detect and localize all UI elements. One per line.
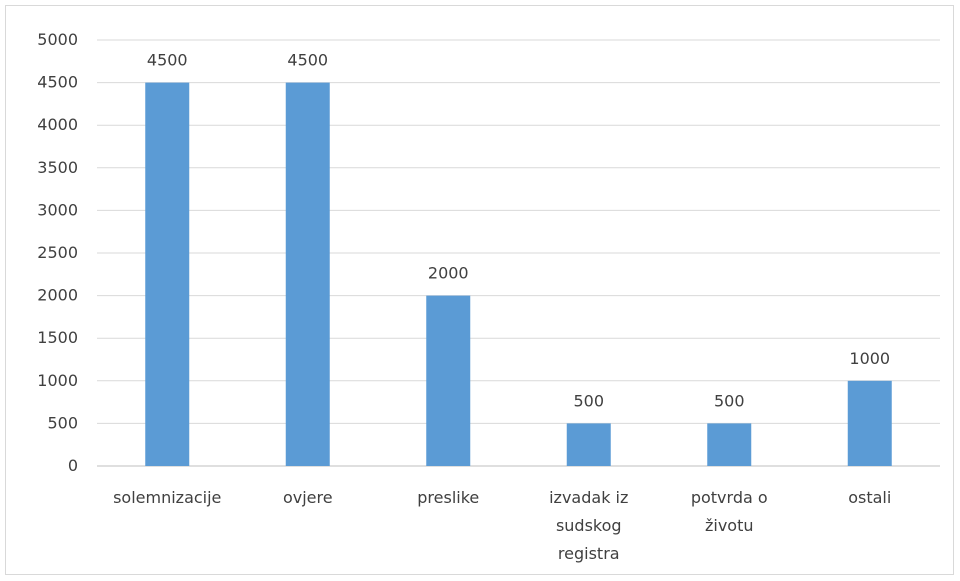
bar [285,82,330,466]
y-tick-label: 4500 [37,73,78,92]
y-tick-label: 1000 [37,371,78,390]
data-label: 500 [714,391,745,410]
y-tick-label: 2500 [37,243,78,262]
y-tick-label: 1500 [37,328,78,347]
data-label: 4500 [287,51,328,70]
bar [145,82,190,466]
y-tick-label: 4000 [37,115,78,134]
data-labels: 4500 4500 2000 500 500 1000 [147,51,890,411]
y-tick-label: 3500 [37,158,78,177]
category-label: potvrda o životu [691,488,768,535]
y-axis-ticks: 0 500 1000 1500 2000 2500 3000 3500 4000 4500 5000 [37,30,78,475]
data-label: 2000 [428,264,469,283]
y-tick-label: 0 [68,456,78,475]
data-label: 500 [573,391,604,410]
data-label: 4500 [147,51,188,70]
bar [847,380,892,466]
y-tick-label: 500 [47,413,78,432]
category-label: preslike [417,488,479,507]
category-label: izvadak iz sudskog registra [549,488,628,563]
y-tick-label: 5000 [37,30,78,49]
category-labels: solemnizacije ovjere preslike izvadak iz sud… [113,488,891,563]
category-label: solemnizacije [113,488,221,507]
y-tick-label: 3000 [37,200,78,219]
bar [426,295,471,466]
bar [566,423,611,466]
y-tick-label: 2000 [37,286,78,305]
bars [145,82,892,466]
data-label: 1000 [849,349,890,368]
gridlines [97,39,940,467]
category-label: ostali [848,488,891,507]
bar [707,423,752,466]
category-label: ovjere [283,488,333,507]
